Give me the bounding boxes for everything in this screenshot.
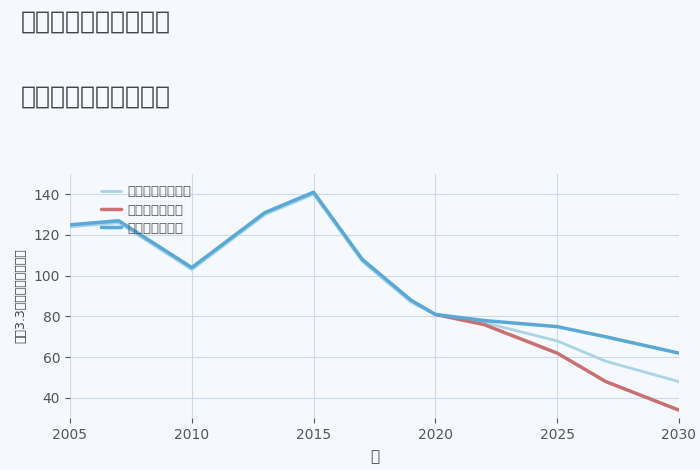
バッドシナリオ (602, 379, 610, 384)
グッドシナリオ (431, 312, 440, 317)
ノーマルシナリオ (553, 338, 561, 344)
バッドシナリオ (553, 350, 561, 356)
ノーマルシナリオ (115, 220, 123, 226)
バッドシナリオ (480, 322, 489, 328)
バッドシナリオ (431, 312, 440, 317)
Legend: ノーマルシナリオ, バッドシナリオ, グッドシナリオ: ノーマルシナリオ, バッドシナリオ, グッドシナリオ (101, 185, 191, 235)
グッドシナリオ (480, 318, 489, 323)
Line: グッドシナリオ: グッドシナリオ (70, 192, 679, 353)
ノーマルシナリオ (309, 191, 318, 197)
グッドシナリオ (188, 265, 196, 270)
Y-axis label: 坪（3.3㎡）単価（万円）: 坪（3.3㎡）単価（万円） (14, 249, 27, 344)
Line: ノーマルシナリオ: ノーマルシナリオ (70, 194, 679, 382)
ノーマルシナリオ (188, 267, 196, 273)
グッドシナリオ (553, 324, 561, 329)
グッドシナリオ (675, 350, 683, 356)
Text: 大阪府堺市東区丈六の: 大阪府堺市東区丈六の (21, 9, 171, 33)
ノーマルシナリオ (407, 299, 415, 305)
グッドシナリオ (358, 257, 367, 262)
グッドシナリオ (260, 210, 269, 215)
グッドシナリオ (602, 334, 610, 340)
グッドシナリオ (115, 218, 123, 224)
バッドシナリオ (675, 407, 683, 413)
ノーマルシナリオ (358, 258, 367, 264)
ノーマルシナリオ (431, 312, 440, 317)
Line: バッドシナリオ: バッドシナリオ (435, 314, 679, 410)
ノーマルシナリオ (675, 379, 683, 384)
ノーマルシナリオ (260, 212, 269, 218)
ノーマルシナリオ (66, 224, 74, 230)
グッドシナリオ (66, 222, 74, 227)
Text: 中古戸建ての価格推移: 中古戸建ての価格推移 (21, 85, 171, 109)
グッドシナリオ (407, 298, 415, 303)
ノーマルシナリオ (602, 359, 610, 364)
ノーマルシナリオ (480, 320, 489, 325)
グッドシナリオ (309, 189, 318, 195)
X-axis label: 年: 年 (370, 449, 379, 464)
